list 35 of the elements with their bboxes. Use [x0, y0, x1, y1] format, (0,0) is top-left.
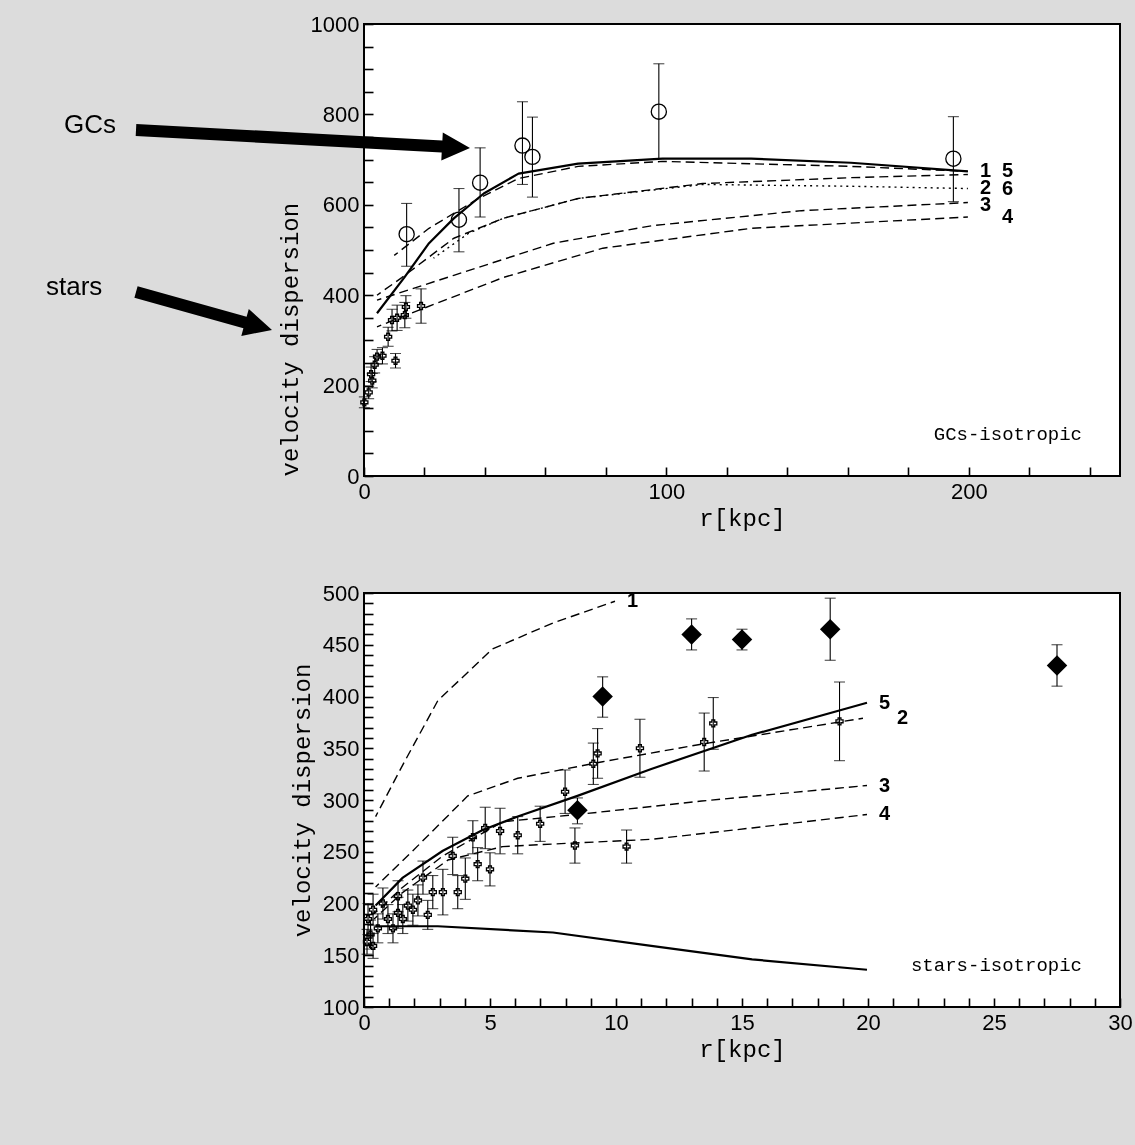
y-tick-label: 250: [322, 839, 360, 865]
series-label: 3: [878, 773, 891, 796]
y-tick-label: 400: [322, 282, 360, 308]
x-tick-label: 20: [856, 1009, 881, 1035]
text: stars: [46, 271, 103, 301]
x-axis-title: r[kpc]: [699, 505, 786, 533]
x-tick-label: 15: [730, 1009, 755, 1035]
x-tick-label: 5: [484, 1009, 497, 1035]
y-axis-title: velocity dispersion: [289, 663, 317, 938]
text: GCs: [64, 109, 116, 139]
series-label: 4: [1001, 205, 1014, 227]
series-label: 2: [896, 706, 909, 729]
y-tick-label: 200: [322, 373, 360, 399]
x-tick-label: 100: [648, 478, 686, 504]
y-tick-label: 400: [322, 684, 360, 709]
x-tick-label: 25: [982, 1009, 1007, 1035]
y-tick-label: 450: [322, 632, 360, 658]
series-label: 3: [979, 193, 992, 216]
x-tick-label: 200: [950, 478, 988, 504]
y-axis-title: velocity dispersion: [277, 202, 305, 477]
y-tick-label: 350: [322, 735, 360, 761]
series-label: 4: [878, 802, 891, 825]
x-axis-title: r[kpc]: [699, 1036, 786, 1064]
x-tick-label: 10: [604, 1009, 629, 1035]
annotation: GCs-isotropic: [933, 424, 1082, 446]
y-tick-label: 800: [322, 101, 360, 127]
y-tick-label: 600: [322, 192, 360, 218]
y-tick-label: 500: [322, 580, 360, 606]
y-tick-label: 300: [322, 787, 360, 813]
series-label: 5: [878, 690, 891, 713]
y-tick-label: 200: [322, 891, 360, 916]
y-tick-label: 150: [322, 942, 360, 968]
y-tick-label: 1000: [310, 11, 360, 37]
x-tick-label: 30: [1108, 1009, 1133, 1035]
annotation: stars-isotropic: [910, 955, 1082, 977]
